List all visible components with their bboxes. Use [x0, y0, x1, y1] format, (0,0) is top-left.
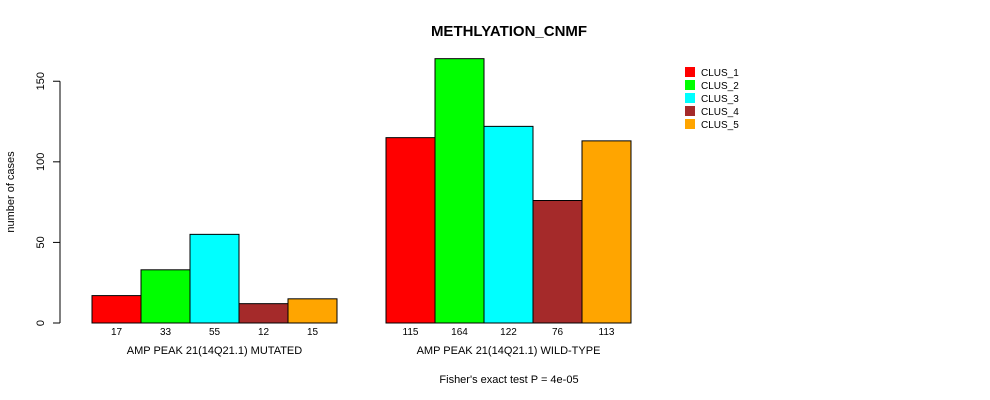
legend-label: CLUS_2 [701, 81, 739, 92]
legend-swatch [685, 80, 695, 90]
bar-clus-5-wild-type [581, 140, 632, 324]
bar-value-label: 115 [403, 327, 419, 338]
y-axis-label: number of cases [5, 151, 17, 233]
legend-swatch [685, 106, 695, 116]
y-tick-label: 100 [35, 153, 47, 171]
bar-value-label: 113 [599, 327, 615, 338]
legend-label: CLUS_4 [701, 107, 739, 118]
y-tick-label: 150 [35, 72, 47, 90]
bar-clus-2-mutated [140, 269, 191, 324]
bar-value-label: 122 [500, 327, 517, 338]
legend-swatch [685, 93, 695, 103]
bar-clus-2-wild-type [434, 58, 485, 324]
bar-value-label: 12 [258, 327, 270, 338]
chart-title: METHLYATION_CNMF [431, 23, 587, 40]
bar-value-label: 17 [111, 327, 123, 338]
y-tick-label: 50 [35, 236, 47, 248]
value-labels: 17 33 55 12 15 115 164 122 76 113 [111, 327, 615, 338]
legend-label: CLUS_5 [701, 120, 739, 131]
legend-label: CLUS_1 [701, 68, 739, 79]
bar-clus-4-wild-type [532, 200, 583, 324]
bar-value-label: 76 [552, 327, 564, 338]
legend: CLUS_1 CLUS_2 CLUS_3 CLUS_4 CLUS_5 [685, 67, 739, 131]
group-labels: AMP PEAK 21(14Q21.1) MUTATED AMP PEAK 21(… [127, 345, 601, 357]
legend-swatch [685, 67, 695, 77]
group-label: AMP PEAK 21(14Q21.1) MUTATED [127, 345, 303, 357]
bar-clus-3-mutated [189, 233, 240, 324]
y-tick-label: 0 [35, 320, 47, 326]
fisher-test-footnote: Fisher's exact test P = 4e-05 [439, 374, 578, 386]
legend-swatch [685, 119, 695, 129]
bar-value-label: 55 [209, 327, 221, 338]
y-axis: 0 50 100 150 [35, 72, 61, 326]
bars [91, 58, 632, 324]
bar-clus-4-mutated [238, 303, 289, 324]
bar-value-label: 33 [160, 327, 172, 338]
bar-clus-1-mutated [91, 295, 142, 324]
group-label: AMP PEAK 21(14Q21.1) WILD-TYPE [417, 345, 601, 357]
bar-clus-5-mutated [287, 298, 338, 324]
bar-clus-1-wild-type [385, 137, 436, 324]
bar-value-label: 164 [451, 327, 468, 338]
bar-value-label: 15 [307, 327, 319, 338]
legend-label: CLUS_3 [701, 94, 739, 105]
bar-clus-3-wild-type [483, 125, 534, 324]
